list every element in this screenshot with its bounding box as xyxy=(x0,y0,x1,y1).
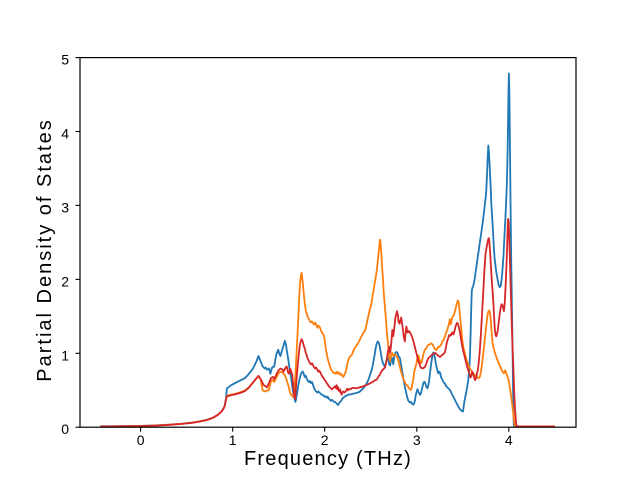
svg-text:1: 1 xyxy=(229,432,237,448)
svg-text:4: 4 xyxy=(505,432,513,448)
svg-text:4: 4 xyxy=(61,126,69,142)
svg-text:2: 2 xyxy=(321,432,329,448)
svg-text:Partial Density of States: Partial Density of States xyxy=(34,118,56,381)
svg-text:0: 0 xyxy=(61,421,69,437)
svg-text:2: 2 xyxy=(61,273,69,289)
svg-text:3: 3 xyxy=(413,432,421,448)
svg-text:3: 3 xyxy=(61,199,69,215)
svg-text:0: 0 xyxy=(137,432,145,448)
svg-text:1: 1 xyxy=(61,347,69,363)
svg-text:Frequency (THz): Frequency (THz) xyxy=(244,448,412,470)
svg-text:5: 5 xyxy=(61,52,69,68)
